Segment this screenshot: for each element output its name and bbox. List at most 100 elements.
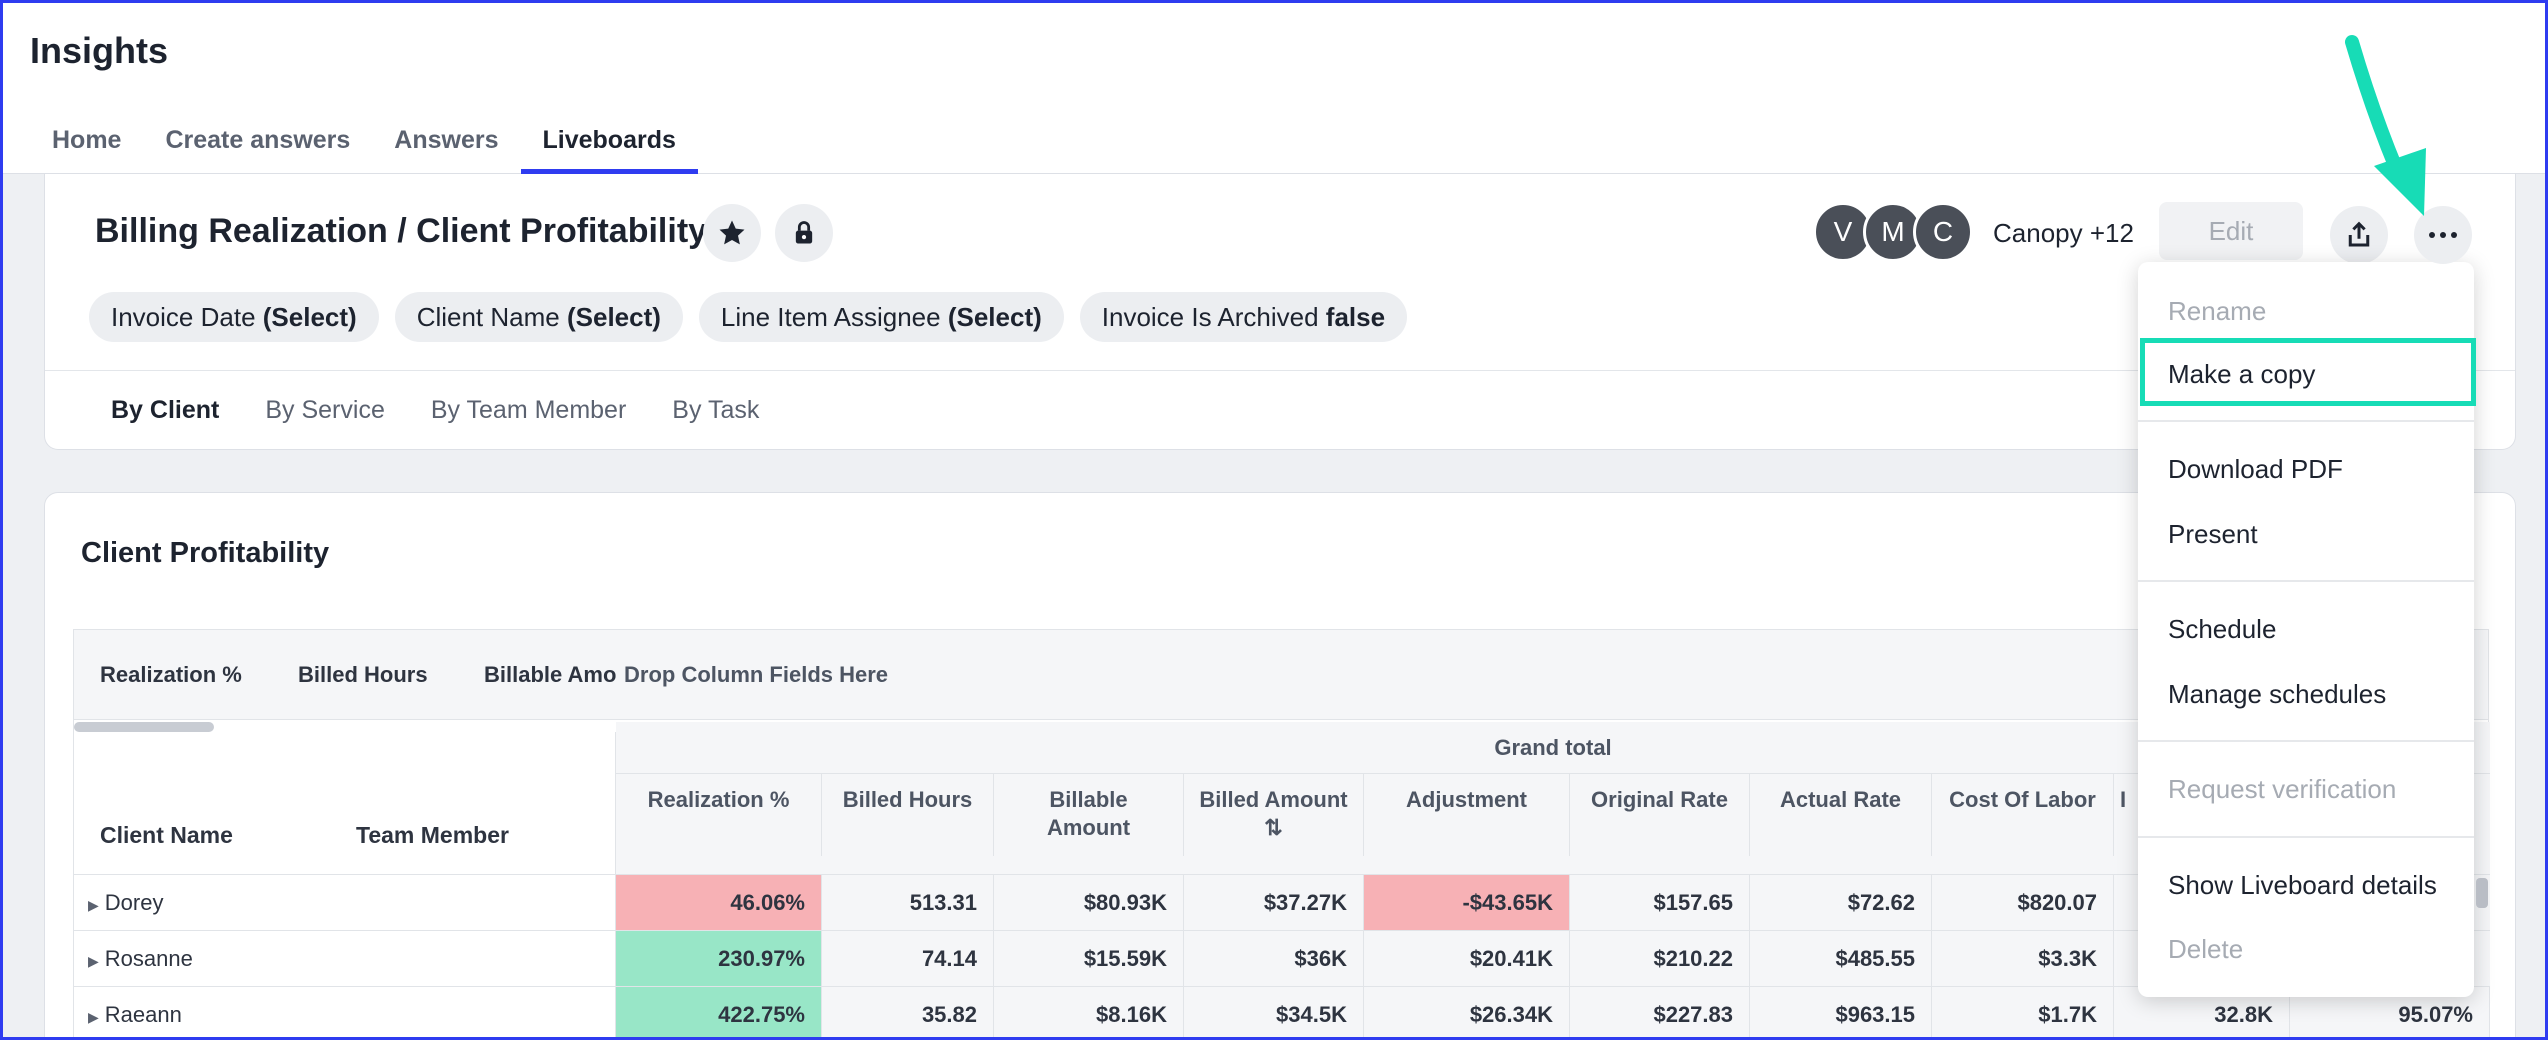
row-header-team-member[interactable]: Team Member — [356, 822, 509, 848]
horizontal-scrollbar[interactable] — [74, 722, 214, 732]
cell: $8.16K — [994, 987, 1184, 1040]
column-header[interactable]: Original Rate — [1570, 774, 1750, 856]
avatar: V — [1813, 202, 1873, 262]
subtab-by-task[interactable]: By Task — [672, 396, 760, 424]
cell: $485.55 — [1750, 931, 1932, 987]
cell: $210.22 — [1570, 931, 1750, 987]
drop-hint: Drop Column Fields Here — [624, 662, 889, 687]
menu-scrollbar[interactable] — [2476, 878, 2488, 908]
liveboard-title: Billing Realization / Client Profitabili… — [95, 212, 708, 250]
table-row[interactable]: ▶ Rosanne 230.97% 74.14 $15.59K $36K $20.… — [74, 930, 2490, 987]
cell-adjustment: $26.34K — [1364, 987, 1570, 1040]
divider — [45, 370, 2515, 371]
column-header[interactable]: Billed Hours — [822, 774, 994, 856]
annotation-arrow-icon — [2345, 35, 2426, 216]
cell-realization: 46.06% — [616, 875, 822, 931]
menu-item-show-liveboard-details[interactable]: Show Liveboard details — [2168, 870, 2437, 900]
menu-divider — [2138, 836, 2474, 838]
filter-invoice-is-archived[interactable]: Invoice Is Archived false — [1079, 292, 1408, 342]
table-row[interactable]: ▶ Raeann 422.75% 35.82 $8.16K $34.5K $26.… — [74, 986, 2490, 1040]
pivot-table: Realization % Billed Hours Billable Amo … — [73, 629, 2490, 1040]
cell: 74.14 — [822, 931, 994, 987]
menu-divider — [2138, 420, 2474, 422]
liveboard-header-card: Billing Realization / Client Profitabili… — [44, 174, 2516, 450]
cell-adjustment: -$43.65K — [1364, 875, 1570, 931]
filter-client-name[interactable]: Client Name (Select) — [394, 292, 683, 342]
cell-adjustment: $20.41K — [1364, 931, 1570, 987]
cell: $37.27K — [1184, 875, 1364, 931]
column-drop-zone[interactable]: Realization % Billed Hours Billable Amo … — [74, 630, 2488, 720]
favorite-button[interactable] — [703, 204, 761, 262]
cell: 35.82 — [822, 987, 994, 1040]
expand-caret-icon[interactable]: ▶ — [88, 953, 99, 969]
grand-total-header: Grand total — [616, 722, 2490, 774]
share-icon — [2348, 221, 2370, 247]
cell: $157.65 — [1570, 875, 1750, 931]
menu-item-present[interactable]: Present — [2168, 519, 2258, 549]
star-icon — [719, 220, 745, 245]
column-header[interactable]: Adjustment — [1364, 774, 1570, 856]
row-header-pane: Client Name Team Member — [74, 732, 616, 1040]
column-header[interactable]: Realization % — [616, 774, 822, 856]
app-header: Insights Home Create answers Answers Liv… — [0, 0, 2548, 174]
menu-divider — [2138, 740, 2474, 742]
cell: $963.15 — [1750, 987, 1932, 1040]
menu-divider — [2138, 580, 2474, 582]
subtab-by-service[interactable]: By Service — [265, 396, 385, 424]
shared-with-label[interactable]: Canopy +12 — [1993, 218, 2134, 248]
app-title: Insights — [30, 30, 169, 71]
tab-answers[interactable]: Answers — [394, 126, 499, 154]
drop-field-billed-hours[interactable]: Billed Hours — [298, 662, 428, 687]
share-button[interactable] — [2330, 206, 2388, 264]
expand-caret-icon[interactable]: ▶ — [88, 1009, 99, 1025]
column-header[interactable]: Actual Rate — [1750, 774, 1932, 856]
drop-field-realization[interactable]: Realization % — [100, 662, 242, 687]
client-name-cell[interactable]: ▶ Rosanne — [88, 946, 193, 971]
menu-item-schedule[interactable]: Schedule — [2168, 614, 2277, 644]
liveboard-subtabs: By Client By Service By Team Member By T… — [111, 396, 759, 425]
menu-item-manage-schedules[interactable]: Manage schedules — [2168, 679, 2387, 709]
avatar: C — [1913, 202, 1973, 262]
main-nav: Home Create answers Answers Liveboards — [30, 104, 698, 174]
tab-liveboards[interactable]: Liveboards — [520, 104, 698, 174]
more-horizontal-icon — [2429, 232, 2457, 238]
cell-realization: 422.75% — [616, 987, 822, 1040]
drop-field-billable-amount[interactable]: Billable Amo — [484, 662, 617, 687]
cell: $36K — [1184, 931, 1364, 987]
tab-home[interactable]: Home — [52, 126, 122, 154]
tab-create-answers[interactable]: Create answers — [165, 126, 351, 154]
filter-line-item-assignee[interactable]: Line Item Assignee (Select) — [698, 292, 1064, 342]
more-options-button[interactable] — [2414, 206, 2472, 264]
row-header-client-name[interactable]: Client Name — [100, 822, 233, 848]
client-name-cell[interactable]: ▶ Dorey — [88, 890, 164, 915]
menu-item-download-pdf[interactable]: Download PDF — [2168, 454, 2343, 484]
filter-invoice-date[interactable]: Invoice Date (Select) — [89, 292, 379, 342]
cell: 513.31 — [822, 875, 994, 931]
cell: $1.7K — [1932, 987, 2114, 1040]
highlight-box — [2140, 338, 2476, 406]
subtab-by-client[interactable]: By Client — [111, 396, 220, 424]
cell-realization: 230.97% — [616, 931, 822, 987]
filter-chips: Invoice Date (Select) Client Name (Selec… — [89, 292, 1408, 342]
column-header[interactable]: Cost Of Labor — [1932, 774, 2114, 856]
column-header[interactable]: Billed Amount ⇅ — [1184, 774, 1364, 856]
cell: $3.3K — [1932, 931, 2114, 987]
cell: $72.62 — [1750, 875, 1932, 931]
menu-item-make-a-copy[interactable]: Make a copy — [2168, 359, 2316, 389]
lock-icon — [795, 221, 813, 244]
menu-item-delete[interactable]: Delete — [2168, 934, 2244, 964]
expand-caret-icon[interactable]: ▶ — [88, 897, 99, 913]
cell: $34.5K — [1184, 987, 1364, 1040]
table-row[interactable]: ▶ Dorey 46.06% 513.31 $80.93K $37.27K -$4… — [74, 874, 2490, 931]
client-name-cell[interactable]: ▶ Raeann — [88, 1002, 182, 1027]
viz-title: Client Profitability — [81, 537, 330, 569]
edit-button[interactable]: Edit — [2159, 202, 2303, 260]
shared-avatars[interactable]: V M C — [1813, 202, 1973, 262]
lock-button[interactable] — [775, 204, 833, 262]
more-options-menu: Rename Make a copy Download PDF Present … — [2138, 262, 2474, 997]
cell: $227.83 — [1570, 987, 1750, 1040]
menu-item-rename[interactable]: Rename — [2168, 296, 2267, 326]
column-header[interactable]: Billable Amount — [994, 774, 1184, 856]
menu-item-request-verification[interactable]: Request verification — [2168, 774, 2397, 804]
subtab-by-team-member[interactable]: By Team Member — [430, 396, 627, 424]
